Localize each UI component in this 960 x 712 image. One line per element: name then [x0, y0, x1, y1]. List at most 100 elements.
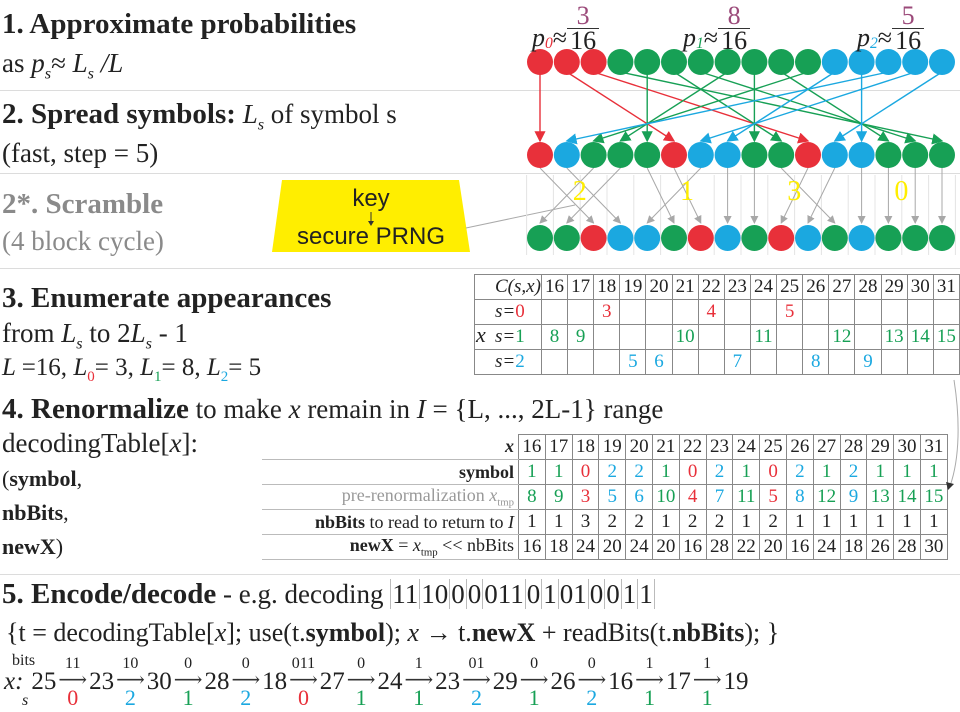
text: L2 [207, 354, 228, 385]
decode-step: 1 ⟶ 1 [635, 656, 664, 709]
column-header: 27 [828, 274, 856, 300]
code-part: {t = decodingTable[ [6, 618, 215, 647]
arrow-right-icon: ⟶ [346, 669, 376, 691]
table-cell: 24 [625, 534, 653, 560]
table-cell: 8 [785, 484, 814, 510]
column-header: 17 [567, 274, 595, 300]
table-cell [593, 349, 621, 375]
arrowhead-icon [368, 221, 374, 226]
decoding-chain: x: 25 11 ⟶ 0 23 10 ⟶ 2 30 0 ⟶ 1 28 0 ⟶ 2 18 011 ⟶ 0 27 0 ⟶ 1 24 1 ⟶… [4, 654, 748, 710]
symbol-1-circle [661, 49, 687, 75]
text: newX [349, 535, 394, 556]
table-cell [802, 299, 830, 325]
symbol-1-circle [768, 49, 795, 75]
table-cell: 14 [893, 484, 921, 510]
text: L [61, 318, 77, 348]
table-cell [619, 299, 647, 325]
table-cell: 1 [919, 459, 948, 485]
text: s [87, 64, 94, 83]
text: 4. Renormalize [2, 393, 189, 425]
symbol-2-circle [687, 142, 714, 168]
table-cell: 1 [893, 509, 921, 535]
decoded-symbol: 0 [297, 685, 309, 710]
arrow-right-icon: ⟶ [58, 669, 88, 691]
text: ]: [181, 428, 199, 458]
scramble-arrow [673, 167, 702, 224]
code-part: newX [471, 618, 536, 647]
table-cell: 2 [625, 459, 653, 485]
text: 2 [220, 369, 229, 385]
table-cell [540, 299, 569, 325]
row-label: pre-renormalization xtmp [262, 484, 519, 510]
text: remain in [300, 394, 417, 424]
text: 2* [2, 188, 31, 220]
column-header: 29 [880, 274, 908, 300]
symbol-2-circle [875, 49, 902, 75]
table-cell: 1 [651, 459, 680, 485]
scramble-arrow [780, 167, 836, 224]
table-cell: 1 [544, 459, 573, 485]
decoding-table: x 16 17 18 19 20 21 22 23 24 25 26 27 28 29 30 31 symbol 1… [262, 434, 948, 560]
spread-arrow [565, 71, 889, 145]
bit-group: 1 [541, 579, 558, 609]
table-cell: 22 [678, 434, 707, 460]
text: = 8, [161, 354, 207, 381]
symbol-0-circle [768, 225, 795, 251]
decode-step: 0 ⟶ 1 [174, 656, 203, 709]
row-label: s=0 [474, 299, 542, 325]
table-row: s=0 3 4 5 [474, 299, 960, 325]
arrow-right-icon: ⟶ [635, 669, 664, 691]
table-cell: 20 [651, 534, 680, 560]
text: ≈ [51, 48, 66, 78]
symbol-0-circle [553, 49, 580, 75]
key-label: key [352, 185, 389, 212]
table-cell: 28 [839, 434, 868, 460]
table-cell: 2 [678, 509, 707, 535]
table-cell [776, 324, 804, 350]
text: pre-renormalization [341, 485, 490, 506]
section4-title: 4. Renormalize to make x remain in I = {… [2, 393, 663, 426]
block-label: 3 [787, 176, 801, 207]
probability-label-1: p 1 ≈8 16 [683, 3, 751, 54]
table-cell [593, 324, 621, 350]
row-label: symbol [262, 459, 519, 485]
table-cell: 2 [705, 459, 734, 485]
table-cell [723, 299, 751, 325]
table-cell [671, 299, 699, 325]
text: , [63, 500, 69, 525]
bit-group: 0 [604, 579, 621, 609]
text: tmp [420, 546, 438, 559]
table-cell [567, 299, 595, 325]
divider [0, 90, 960, 91]
decode-step: 1 ⟶ 1 [693, 656, 722, 709]
numerator: 3 [576, 1, 590, 30]
section2b-subtitle: (4 block cycle) [2, 226, 164, 256]
decoding-table-fields: (symbol, nbBits, newX) [2, 462, 82, 564]
symbol-0-circle [661, 142, 687, 168]
table-cell: 17 [544, 434, 573, 460]
scramble-arrow [539, 167, 595, 224]
text: - e.g. decoding [216, 579, 391, 609]
table-cell: 5 [776, 299, 804, 325]
text: L [73, 354, 88, 381]
decode-step: 011 ⟶ 0 [289, 656, 318, 710]
x-axis-label: x [476, 322, 486, 347]
text: 2 [870, 34, 878, 52]
table-cell: 13 [880, 324, 908, 350]
symbol-1-circle [768, 142, 795, 168]
symbol-2-circle [795, 225, 821, 251]
table-cell: 5 [759, 484, 787, 510]
text: s [257, 115, 265, 134]
text: L [140, 354, 154, 381]
section5-title: 5. Encode/decode - e.g. decoding 11 10 0 0 0… [2, 578, 655, 611]
bit-group: 0 [465, 579, 483, 609]
decode-step: 10 ⟶ 2 [116, 656, 145, 709]
fraction-bar [718, 28, 751, 29]
text: p [532, 22, 545, 52]
table-cell: 28 [893, 534, 921, 560]
text: L [242, 99, 258, 129]
decoded-symbol: 1 [413, 685, 425, 710]
section1-formula: as ps≈ Ls /L [2, 48, 123, 83]
spread-diagram: 2 1 3 0 [465, 49, 956, 255]
column-header: 24 [749, 274, 778, 300]
